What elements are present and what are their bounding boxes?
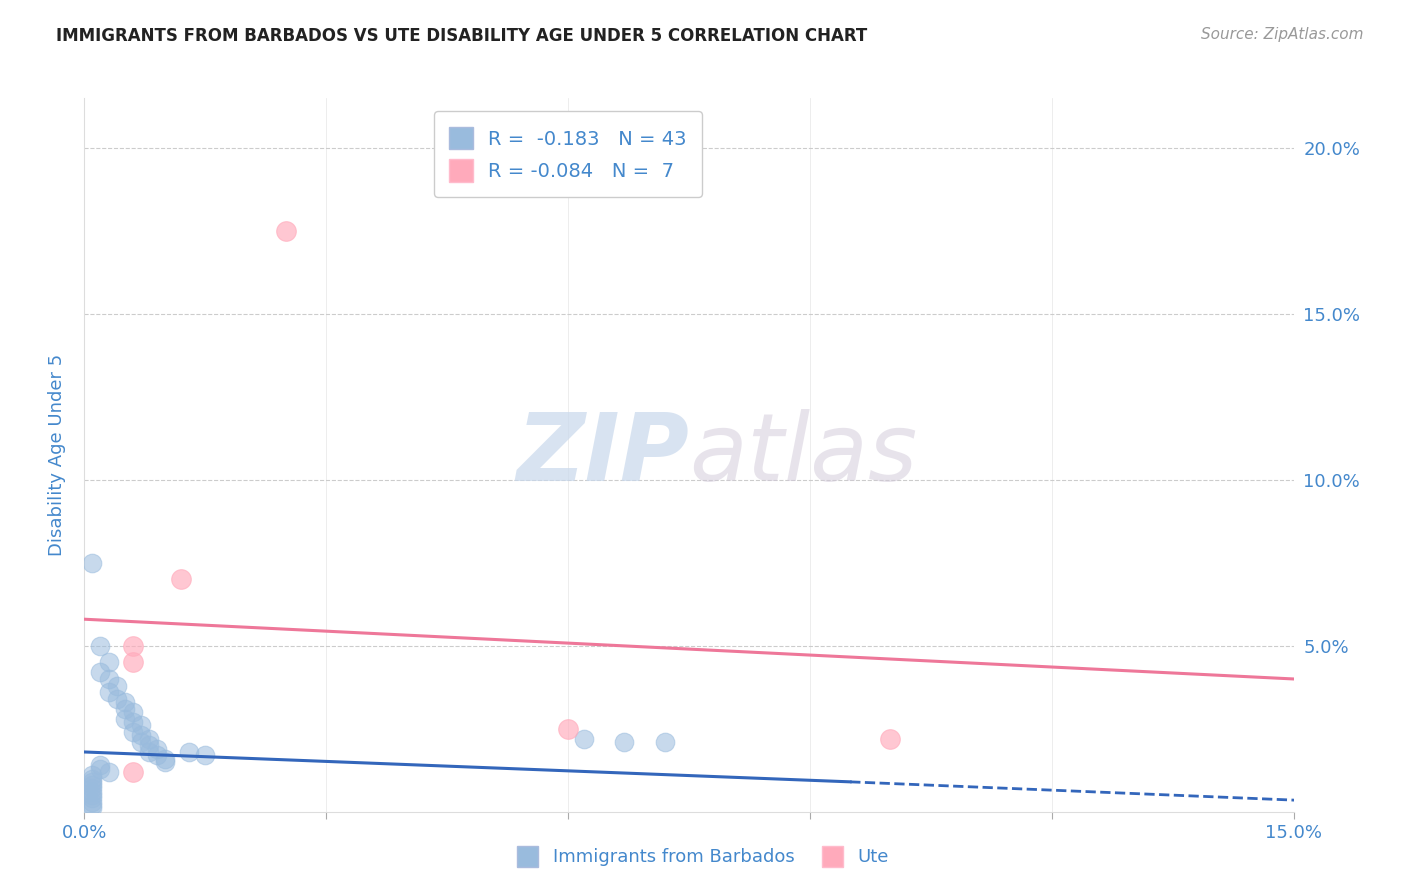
Point: [82, 772, 104, 786]
Point: [654, 735, 676, 749]
Point: [121, 656, 143, 670]
Text: IMMIGRANTS FROM BARBADOS VS UTE DISABILITY AGE UNDER 5 CORRELATION CHART: IMMIGRANTS FROM BARBADOS VS UTE DISABILI…: [56, 27, 868, 45]
Text: atlas: atlas: [689, 409, 917, 500]
Point: [121, 715, 143, 730]
Point: [194, 748, 217, 763]
Point: [82, 798, 104, 813]
Point: [138, 745, 160, 759]
Point: [89, 665, 111, 680]
Point: [89, 758, 111, 772]
Point: [89, 639, 111, 653]
Point: [82, 791, 104, 805]
Point: [82, 785, 104, 799]
Point: [121, 764, 143, 779]
Point: [114, 695, 136, 709]
Point: [572, 731, 595, 746]
Point: [82, 768, 104, 782]
Point: [153, 751, 176, 765]
Point: [879, 731, 901, 746]
Point: [146, 748, 169, 763]
Point: [557, 722, 579, 736]
Legend: Immigrants from Barbados, Ute: Immigrants from Barbados, Ute: [509, 838, 897, 874]
Point: [129, 718, 152, 732]
Point: [170, 573, 193, 587]
Point: [82, 801, 104, 815]
Point: [129, 728, 152, 742]
Point: [121, 639, 143, 653]
Point: [129, 735, 152, 749]
Point: [138, 731, 160, 746]
Point: [82, 556, 104, 570]
Point: [179, 745, 201, 759]
Legend: R =  -0.183   N = 43, R = -0.084   N =  7: R = -0.183 N = 43, R = -0.084 N = 7: [434, 112, 702, 197]
Text: Source: ZipAtlas.com: Source: ZipAtlas.com: [1201, 27, 1364, 42]
Point: [153, 755, 176, 769]
Point: [97, 685, 120, 699]
Point: [89, 762, 111, 776]
Text: ZIP: ZIP: [516, 409, 689, 501]
Point: [105, 691, 128, 706]
Point: [97, 764, 120, 779]
Point: [82, 788, 104, 802]
Point: [146, 741, 169, 756]
Point: [114, 712, 136, 726]
Point: [82, 781, 104, 796]
Point: [82, 775, 104, 789]
Point: [138, 739, 160, 753]
Point: [82, 795, 104, 809]
Point: [121, 725, 143, 739]
Point: [114, 702, 136, 716]
Point: [613, 735, 636, 749]
Point: [121, 705, 143, 719]
Point: [97, 672, 120, 686]
Y-axis label: Disability Age Under 5: Disability Age Under 5: [48, 354, 66, 556]
Point: [97, 656, 120, 670]
Point: [82, 778, 104, 792]
Point: [105, 679, 128, 693]
Point: [274, 224, 297, 238]
